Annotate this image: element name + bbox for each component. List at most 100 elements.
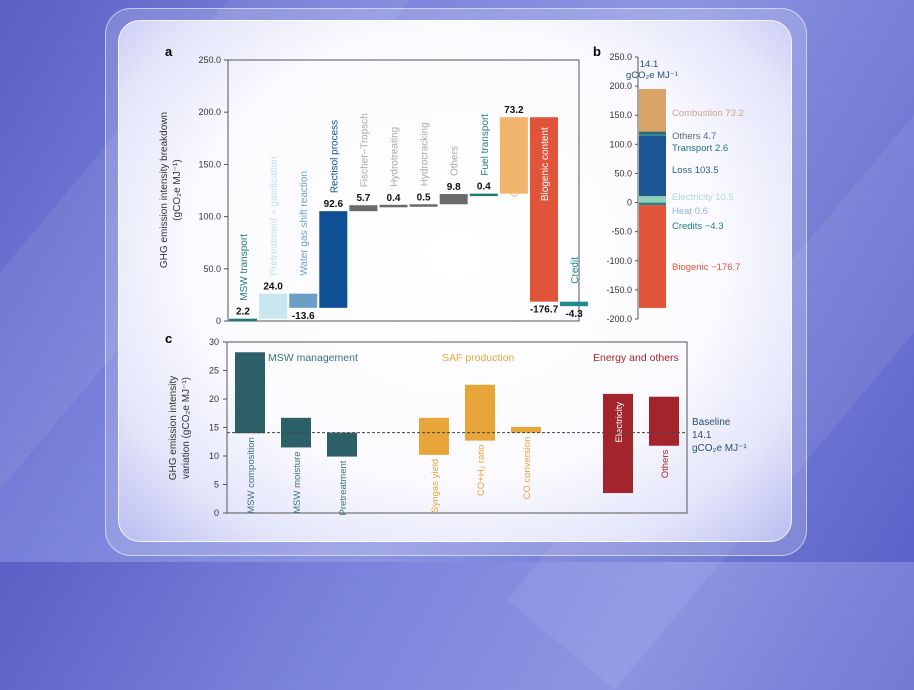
value-label: 0.4 (477, 182, 491, 193)
y-tick-label: -200.0 (606, 314, 632, 324)
category-label: MSW moisture (292, 451, 303, 513)
baseline-label-title: Baseline (692, 417, 731, 428)
segment-label: Heat 0.6 (672, 206, 708, 217)
range-bar (327, 432, 357, 457)
value-label: 73.2 (504, 105, 524, 116)
y-tick-label: 50.0 (203, 264, 221, 274)
waterfall-bar (229, 318, 257, 322)
group-label: SAF production (442, 352, 515, 364)
baseline-label-unit: gCO₂e MJ⁻¹ (692, 443, 747, 454)
value-label: -176.7 (530, 305, 559, 316)
y-tick-label: 200.0 (609, 81, 632, 91)
y-tick-label: 25 (209, 366, 219, 376)
stacked-segment (639, 131, 666, 135)
waterfall-bar (469, 193, 498, 197)
category-label: Electricity (614, 402, 625, 443)
segment-label: Biogenic −176.7 (672, 262, 740, 273)
waterfall-bar (499, 117, 528, 194)
y-tick-label: 150.0 (198, 159, 221, 169)
value-label: 2.2 (236, 307, 250, 318)
y-tick-label: 100.0 (198, 212, 221, 222)
value-label: 0.5 (417, 192, 431, 203)
segment-label: Credits −4.3 (672, 221, 724, 232)
panel-a-frame (227, 59, 580, 322)
category-label: Others (660, 449, 671, 478)
waterfall-bar (349, 205, 378, 212)
range-bar (603, 393, 633, 494)
range-bar (235, 352, 265, 434)
category-label: Pretreatment + gasification (269, 156, 280, 275)
y-tick-label: 15 (209, 423, 219, 433)
stacked-segment (639, 135, 666, 197)
panel-c-letter: c (165, 331, 172, 346)
baseline-label-value: 14.1 (692, 430, 712, 441)
stacked-segment (639, 134, 666, 136)
y-tick-label: 150.0 (609, 110, 632, 120)
value-label: 24.0 (263, 282, 283, 293)
y-tick-label: 5 (214, 480, 219, 490)
waterfall-bar (560, 301, 589, 307)
y-tick-label: 0 (216, 316, 221, 326)
segment-label: Combustion 73.2 (672, 108, 744, 119)
panel-c-ylabel: GHG emission intensity variation (gCO₂e … (168, 376, 192, 480)
panel-b-total-unit: gCO₂e MJ⁻¹ (626, 70, 678, 81)
segment-label: Electricity 10.5 (672, 192, 734, 203)
segment-label: Others 4.7 (672, 131, 716, 142)
y-tick-label: 0 (214, 508, 219, 518)
category-label: Syngas yield (430, 459, 441, 513)
panel-c-ylabel-line1: GHG emission intensity (168, 376, 179, 480)
range-bar (465, 384, 495, 441)
waterfall-bar (439, 194, 468, 205)
category-label: Fuel transport (480, 114, 491, 176)
category-label: MSW composition (246, 437, 257, 514)
stacked-segment (639, 205, 666, 308)
panel-a-letter: a (165, 44, 173, 59)
category-label: MSW transport (239, 234, 250, 301)
category-label: Hydrotreating (390, 127, 401, 187)
panel-c-chart: 0 5 10 15 20 25 30 MSW management SAF production… (209, 337, 688, 518)
y-tick-label: 10 (209, 451, 219, 461)
category-label: CO+H₂ ratio (476, 445, 487, 496)
y-tick-label: 0 (627, 198, 632, 208)
segment-label: Transport 2.6 (672, 143, 728, 154)
stacked-segment (639, 88, 666, 132)
y-tick-label: 250.0 (198, 55, 221, 65)
value-label: 9.8 (447, 182, 461, 193)
waterfall-bar (259, 293, 288, 319)
group-label: Energy and others (593, 352, 679, 364)
range-bar (419, 417, 449, 455)
value-label: 92.6 (324, 199, 344, 210)
y-tick-label: -150.0 (606, 285, 632, 295)
panel-b-total-value: 14.1 (640, 59, 659, 70)
panel-c-ylabel-line2: variation (gCO₂e MJ⁻¹) (181, 377, 192, 479)
value-label: -13.6 (292, 311, 315, 322)
category-label: Biogenic content (540, 127, 551, 201)
panel-a-ylabel: GHG emission intensity breakdown (gCO₂e … (159, 112, 183, 268)
panel-a-ylabel-line2: (gCO₂e MJ⁻¹) (172, 159, 183, 220)
figure-card (118, 20, 792, 542)
stacked-segment (639, 202, 666, 206)
value-label: 5.7 (356, 193, 370, 204)
panel-b-chart: -200.0 -150.0 -100.0 -50.0 0 50.0 100.0 150.0 20… (606, 52, 743, 324)
value-label: 0.4 (387, 193, 401, 204)
y-tick-label: 30 (209, 337, 219, 347)
y-tick-label: 200.0 (198, 107, 221, 117)
category-label: Fischer–Tropsch (359, 113, 370, 187)
group-label: MSW management (268, 352, 358, 364)
y-tick-label: 50.0 (614, 168, 632, 178)
waterfall-bar (530, 117, 558, 302)
category-label: Pretreatment (338, 460, 349, 515)
category-label: Hydrocracking (420, 122, 431, 186)
y-tick-label: 100.0 (609, 139, 632, 149)
range-bar (649, 396, 679, 446)
waterfall-bar (409, 204, 438, 207)
y-tick-label: -100.0 (606, 256, 632, 266)
y-tick-label: 250.0 (609, 52, 632, 62)
figure: a b c GHG emission intensity breakdown (… (159, 44, 747, 518)
panel-a-chart: 0 50.0 100.0 150.0 200.0 250.0 2.2 MSW transpor… (198, 55, 589, 326)
waterfall-bar (289, 293, 318, 308)
category-label: Operation (510, 153, 521, 197)
panel-b-letter: b (593, 44, 601, 59)
stacked-segment (639, 196, 666, 203)
panel-a-ylabel-line1: GHG emission intensity breakdown (159, 112, 170, 268)
